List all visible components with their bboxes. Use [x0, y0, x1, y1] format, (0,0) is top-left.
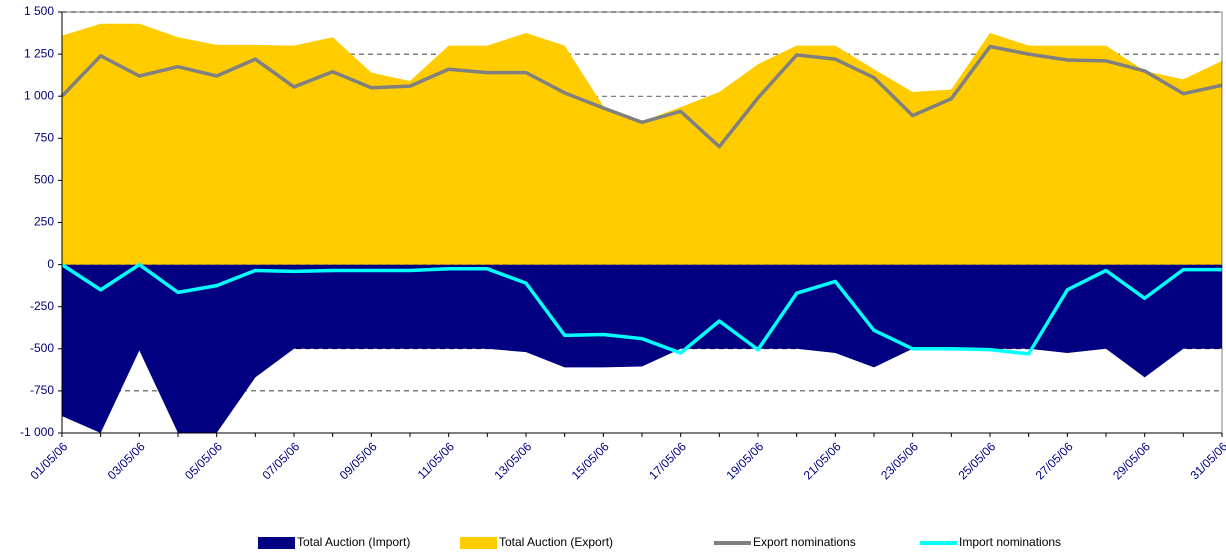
y-tick-label: 1 000 [24, 88, 54, 102]
x-tick-label: 25/05/06 [955, 439, 998, 482]
x-tick-label: 31/05/06 [1187, 439, 1226, 482]
y-tick-label: -250 [30, 299, 54, 313]
y-tick-label: 750 [34, 130, 54, 144]
x-tick-label: 01/05/06 [27, 439, 70, 482]
y-tick-label: -500 [30, 341, 54, 355]
y-tick-label: 0 [47, 257, 54, 271]
x-tick-label: 15/05/06 [569, 439, 612, 482]
y-tick-label: 500 [34, 173, 54, 187]
y-tick-label: 1 250 [24, 46, 54, 60]
x-tick-label: 19/05/06 [723, 439, 766, 482]
line [60, 44, 1223, 149]
legend-swatch [258, 537, 295, 549]
x-tick-label: 21/05/06 [801, 439, 844, 482]
x-tick-label: 13/05/06 [491, 439, 534, 482]
legend-swatch [460, 537, 497, 549]
legend-label: Import nominations [959, 535, 1061, 549]
legend-label: Export nominations [753, 535, 856, 549]
y-tick-label: 1 500 [24, 4, 54, 18]
x-tick-label: 05/05/06 [182, 439, 225, 482]
x-tick-label: 11/05/06 [415, 439, 458, 482]
y-tick-label: -750 [30, 383, 54, 397]
x-tick-label: 27/05/06 [1033, 439, 1076, 482]
area [62, 264, 1222, 433]
x-tick-label: 29/05/06 [1110, 439, 1153, 482]
x-tick-label: 17/05/06 [646, 439, 689, 482]
x-tick-label: 07/05/06 [259, 439, 302, 482]
y-tick-label: -1 000 [20, 425, 54, 439]
x-tick-label: 03/05/06 [105, 439, 148, 482]
area [62, 23, 1222, 265]
y-tick-label: 250 [34, 215, 54, 229]
x-tick-label: 23/05/06 [878, 439, 921, 482]
legend-label: Total Auction (Import) [297, 535, 410, 549]
legend-label: Total Auction (Export) [499, 535, 613, 549]
x-tick-label: 09/05/06 [337, 439, 380, 482]
line [61, 262, 1222, 356]
